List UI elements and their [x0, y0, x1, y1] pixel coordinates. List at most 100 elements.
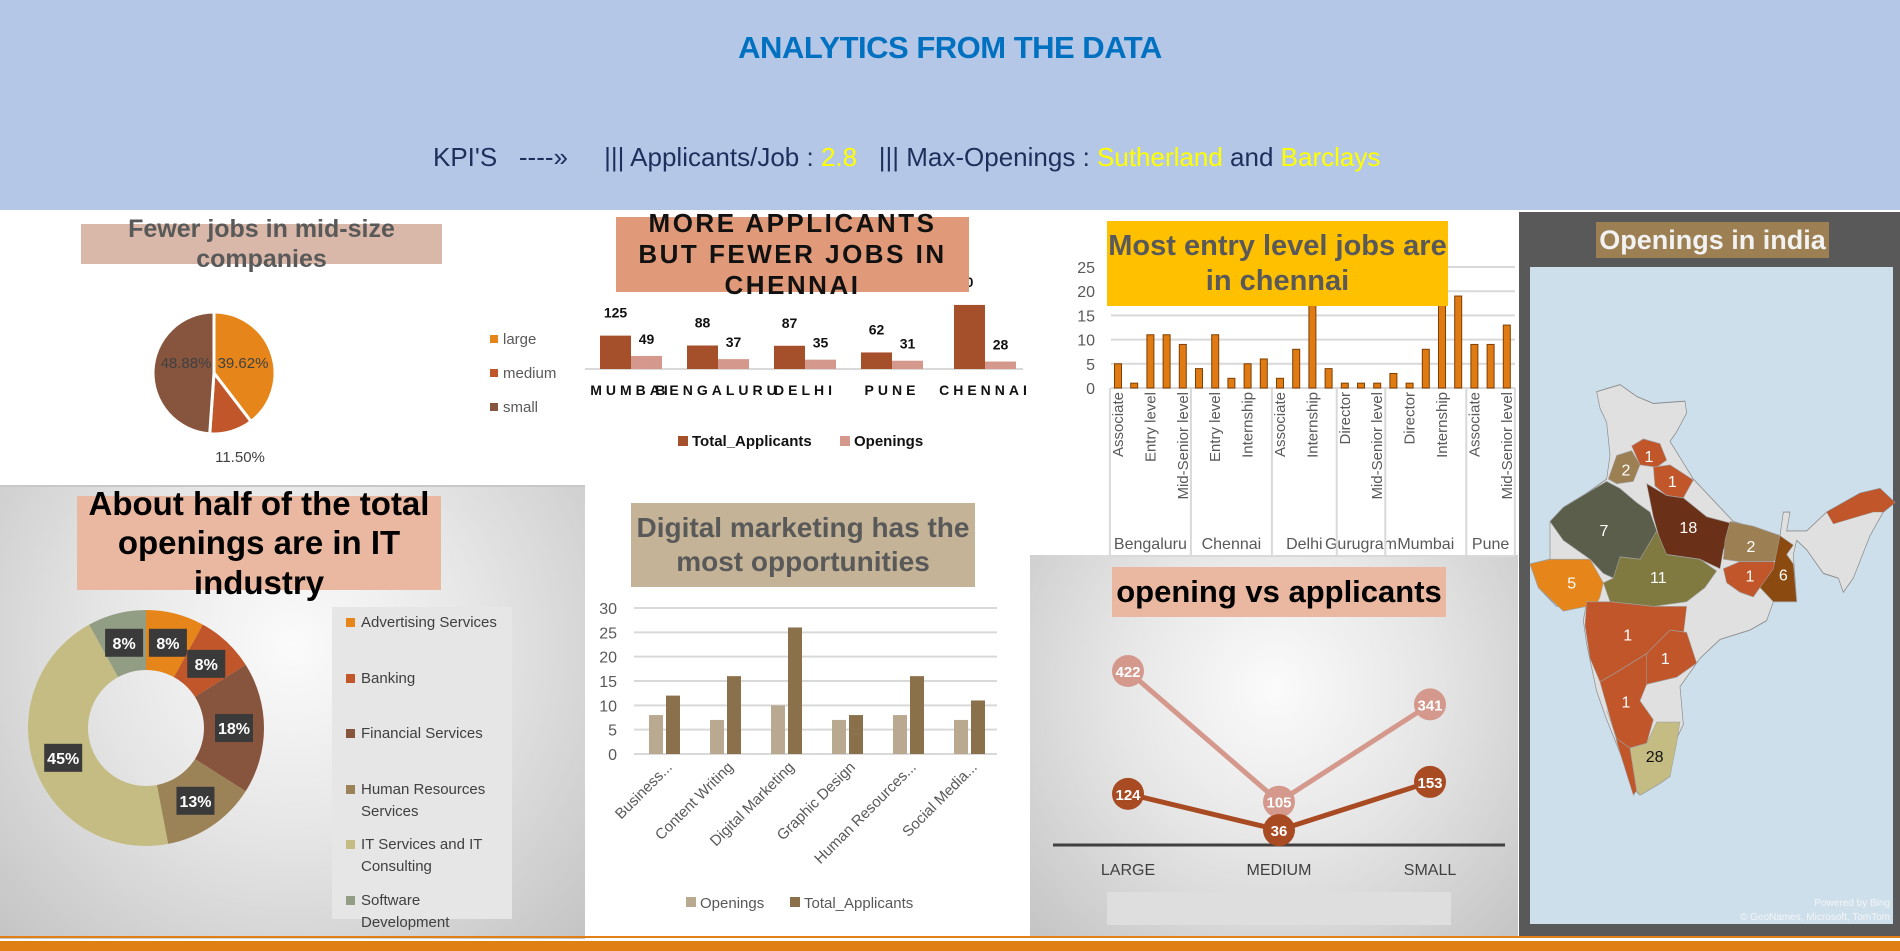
bar-openings	[832, 719, 846, 754]
x-tick-label: Associate	[1272, 392, 1289, 457]
india-map-shapes	[1529, 384, 1896, 796]
x-tick-label: Associate	[1466, 392, 1483, 457]
bar-experience	[1292, 348, 1301, 389]
bar-total_applicants	[910, 676, 924, 754]
line-data-label: 36	[1271, 823, 1288, 840]
legend-label: Human Resources Services	[361, 781, 486, 820]
size-line-legend-box	[1107, 892, 1451, 925]
x-tick-label: MUMBAI	[590, 382, 672, 398]
x-tick-label: Director	[1337, 392, 1354, 445]
x-tick-label: MEDIUM	[1247, 862, 1312, 879]
header-banner	[0, 0, 1900, 210]
bar-experience	[1373, 382, 1382, 389]
legend-label: IT Services and IT Consulting	[361, 836, 483, 875]
map-region-value: 18	[1679, 520, 1697, 537]
x-group-label: Delhi	[1286, 536, 1322, 553]
industry-donut-title: About half of the total openings are in …	[77, 485, 441, 601]
y-tick-label: 30	[599, 601, 617, 618]
bar-experience	[1405, 382, 1414, 389]
legend-swatch	[346, 618, 355, 627]
pie-slice-large[interactable]	[212, 310, 277, 424]
bar-experience	[1259, 358, 1268, 389]
donut-label-box	[176, 786, 215, 815]
pie-data-label: 48.88%	[161, 355, 212, 372]
bar-experience	[1486, 343, 1495, 389]
legend-item: IT Services and IT Consulting	[346, 834, 504, 878]
bar-experience	[1357, 382, 1365, 389]
map-title: Openings in india	[1596, 222, 1829, 258]
legend-item: Financial Services	[346, 723, 504, 745]
max-openings-label: ||| Max-Openings :	[878, 142, 1090, 172]
donut-data-label: 18%	[218, 721, 250, 738]
pie-slice-small[interactable]	[151, 310, 216, 436]
legend-swatch	[678, 436, 688, 446]
bar-total_applicants	[861, 352, 892, 369]
donut-label-box	[105, 628, 144, 657]
legend-item: Advertising Services	[346, 612, 504, 634]
legend-swatch	[346, 729, 355, 738]
bar-experience	[1389, 372, 1398, 389]
bar-total_applicants	[788, 627, 802, 754]
line-data-label: 124	[1115, 787, 1141, 804]
bar-experience	[1324, 368, 1333, 389]
bar-openings	[892, 360, 923, 369]
x-tick-label: PUNE	[865, 382, 920, 398]
bar-openings	[631, 355, 662, 369]
y-tick-label: 10	[599, 698, 617, 715]
line-marker[interactable]	[1263, 785, 1295, 818]
map-region-value: 1	[1746, 569, 1755, 586]
donut-data-label: 8%	[113, 636, 136, 653]
bottom-accent-bar	[0, 941, 1900, 951]
donut-label-box	[215, 714, 253, 742]
y-tick-label: 5	[608, 723, 617, 740]
y-tick-label: 5	[1086, 357, 1095, 374]
line-marker[interactable]	[1414, 688, 1446, 721]
map-attribution-bing: Powered by Bing	[1814, 898, 1890, 909]
donut-label-box	[148, 628, 187, 657]
legend-swatch	[346, 840, 355, 849]
map-region[interactable]	[1629, 721, 1681, 796]
bar-openings	[985, 361, 1016, 369]
bar-openings	[710, 719, 724, 754]
bar-experience	[1195, 368, 1203, 389]
map-region-value: 5	[1567, 576, 1576, 593]
map-region-value: 1	[1622, 695, 1631, 712]
pie-legend-label: small	[503, 399, 538, 416]
y-tick-label: 25	[599, 625, 617, 642]
legend-label: Advertising Services	[361, 614, 497, 631]
legend-swatch	[840, 436, 850, 446]
legend-label: Total_Applicants	[692, 433, 812, 450]
x-group-label: Chennai	[1202, 536, 1262, 553]
bar-openings	[718, 359, 749, 369]
donut-label-box	[187, 649, 226, 678]
bar-total_applicants	[971, 700, 985, 754]
y-tick-label: 20	[599, 650, 617, 667]
x-tick-label: Internship	[1304, 392, 1321, 458]
company-size-pie-title: Fewer jobs in mid-size companies	[81, 215, 442, 273]
line-marker[interactable]	[1263, 814, 1295, 847]
legend-label: Openings	[854, 433, 923, 450]
x-tick-label: Entry level	[1207, 392, 1224, 462]
line-marker[interactable]	[1112, 655, 1144, 687]
bar-total_applicants	[727, 676, 741, 754]
y-tick-label: 0	[1086, 381, 1095, 398]
map-region[interactable]	[1607, 450, 1641, 485]
donut-slice[interactable]	[28, 624, 169, 846]
x-tick-label: CHENNAI	[939, 382, 1031, 398]
bar-data-label: 31	[900, 336, 916, 352]
line-marker[interactable]	[1112, 777, 1144, 810]
map-region[interactable]	[1599, 653, 1654, 796]
bar-experience	[1421, 348, 1430, 389]
line-data-label: 422	[1115, 664, 1140, 681]
legend-swatch	[490, 369, 498, 377]
x-tick-label: Mid-Senior level	[1499, 392, 1516, 500]
line-marker[interactable]	[1414, 765, 1446, 798]
bar-data-label: 37	[726, 334, 742, 350]
max-openings-company-2: Barclays	[1280, 142, 1381, 172]
x-tick-label: Director	[1402, 392, 1419, 445]
map-region[interactable]	[1759, 535, 1797, 603]
bar-experience	[1470, 343, 1479, 389]
x-group-label: Mumbai	[1397, 536, 1454, 553]
line-data-label: 341	[1417, 697, 1442, 714]
